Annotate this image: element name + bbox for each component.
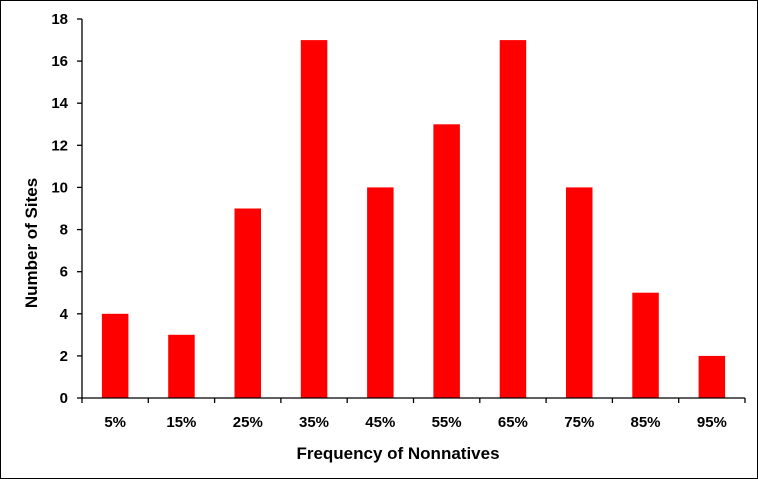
- bar-95pct: [698, 355, 726, 398]
- y-tick-label: 4: [60, 306, 69, 323]
- bar-5pct: [101, 313, 129, 398]
- x-tick-label: 45%: [365, 414, 395, 431]
- x-tick-labels: 5% 15% 25% 35% 45% 55% 65% 75% 85% 95%: [104, 414, 727, 431]
- x-tick-label: 75%: [564, 414, 594, 431]
- y-tick-label: 0: [60, 390, 68, 407]
- y-tick-label: 6: [60, 264, 68, 281]
- x-tick-label: 5%: [104, 414, 126, 431]
- y-tick-label: 16: [51, 53, 68, 70]
- y-tick-label: 8: [60, 222, 68, 239]
- bar-55pct: [433, 124, 460, 399]
- x-tick-label: 25%: [233, 414, 263, 431]
- bar-45pct: [367, 187, 394, 398]
- x-tick-label: 55%: [432, 414, 462, 431]
- y-tick-label: 12: [51, 137, 68, 154]
- bar-15pct: [168, 334, 195, 398]
- y-tick-label: 2: [60, 348, 68, 365]
- y-tick-label: 18: [51, 11, 68, 28]
- y-tick-labels: 0 2 4 6 8 10 12 14 16 18: [51, 11, 68, 407]
- x-tick-label: 85%: [630, 414, 660, 431]
- bar-85pct: [632, 292, 659, 398]
- x-tick-label: 15%: [166, 414, 196, 431]
- bar-35pct: [300, 40, 328, 398]
- bar-25pct: [234, 208, 261, 398]
- x-axis-title: Frequency of Nonnatives: [296, 444, 499, 463]
- x-tick-label: 65%: [498, 414, 528, 431]
- bar-75pct: [566, 187, 593, 398]
- x-tick-label: 35%: [299, 414, 329, 431]
- y-tick-label: 10: [51, 179, 68, 196]
- y-tick-label: 14: [51, 95, 68, 112]
- y-axis-title: Number of Sites: [22, 178, 41, 308]
- x-tick-label: 95%: [697, 414, 727, 431]
- axes-layer: [77, 18, 746, 403]
- bar-65pct: [499, 40, 527, 398]
- bars-layer: [101, 40, 726, 399]
